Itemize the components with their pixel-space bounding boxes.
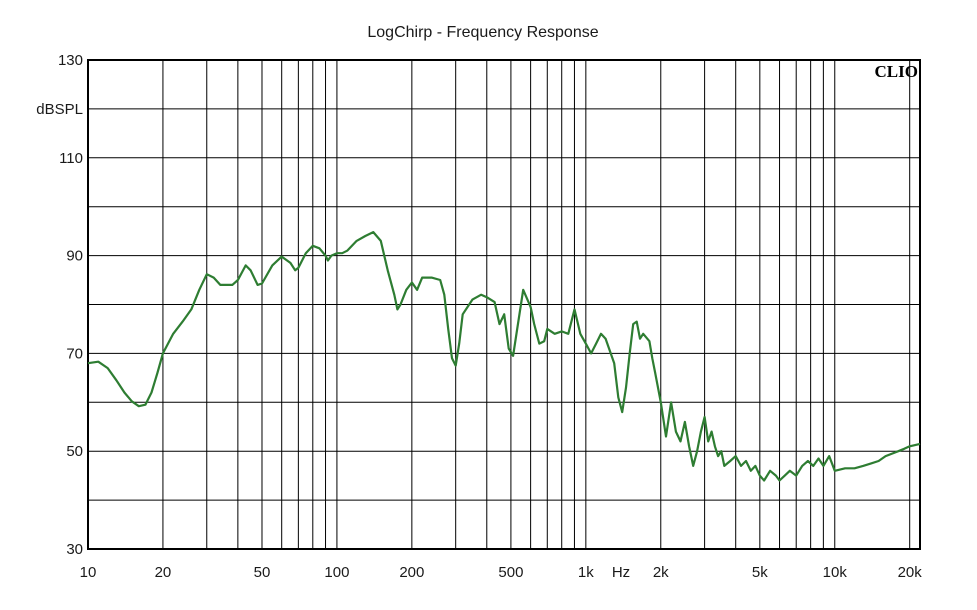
x-tick-label: 200	[399, 564, 424, 581]
y-tick-label: 50	[66, 443, 83, 460]
chart-title: LogChirp - Frequency Response	[367, 24, 598, 41]
x-tick-labels: 10 20 50 100 200 500 1k 2k 5k 10k 20k	[80, 564, 923, 581]
x-tick-label: 500	[498, 564, 523, 581]
response-curve	[87, 231, 921, 482]
y-tick-labels: 130 110 90 70 50 30	[58, 52, 83, 558]
series-layer	[87, 231, 921, 482]
x-tick-label: 10k	[823, 564, 848, 581]
x-tick-label: 2k	[653, 564, 669, 581]
y-tick-label: 70	[66, 345, 83, 362]
x-tick-label: 100	[324, 564, 349, 581]
y-tick-label: 130	[58, 52, 83, 69]
y-axis-unit-label: dBSPL	[36, 101, 83, 118]
x-axis-unit-label: Hz	[612, 564, 630, 581]
x-tick-label: 1k	[578, 564, 594, 581]
x-tick-label: 5k	[752, 564, 768, 581]
x-tick-label: 10	[80, 564, 97, 581]
x-tick-label: 20	[155, 564, 172, 581]
brand-label: CLIO	[875, 62, 918, 81]
y-tick-label: 110	[59, 150, 83, 167]
plot-frame	[87, 59, 921, 550]
y-tick-label: 30	[66, 541, 83, 558]
x-tick-label: 20k	[898, 564, 923, 581]
x-tick-label: 50	[254, 564, 271, 581]
y-tick-label: 90	[66, 248, 83, 265]
